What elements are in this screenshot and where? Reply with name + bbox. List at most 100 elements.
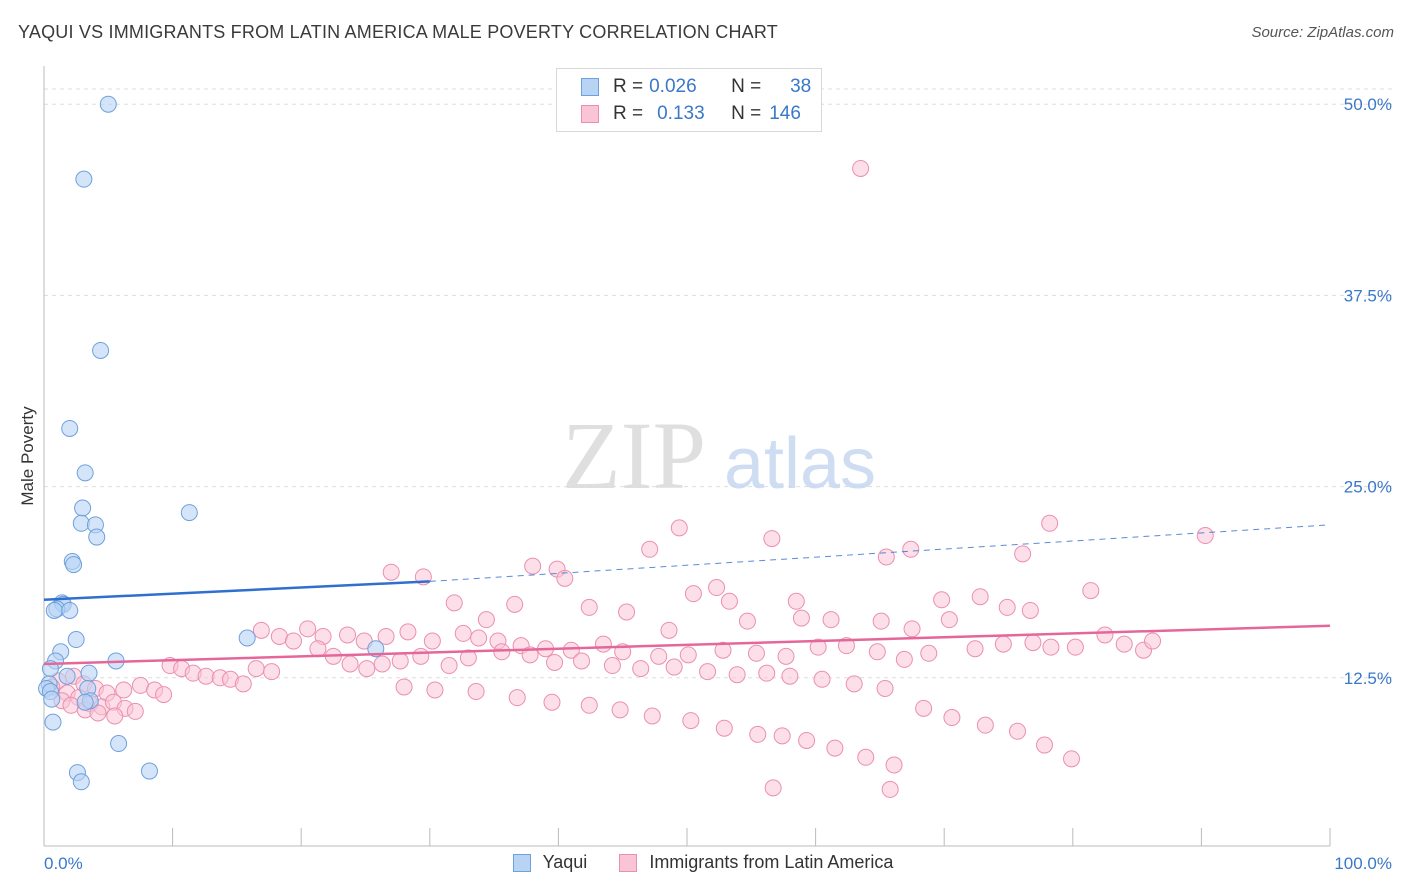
immigrants-point xyxy=(940,611,958,629)
yaqui-point xyxy=(74,499,92,517)
immigrants-point xyxy=(252,621,270,639)
legend-item-immigrants: Immigrants from Latin America xyxy=(619,852,893,873)
yaqui-point xyxy=(61,601,79,619)
legend-r-value: 0.133 xyxy=(657,103,705,124)
legend-r-label: R = xyxy=(613,76,644,97)
immigrants-point xyxy=(933,591,951,609)
immigrants-point xyxy=(131,676,149,694)
immigrants-point xyxy=(467,683,485,701)
immigrants-point xyxy=(798,731,816,749)
legend-row-immigrants: R = 0.133 N = 146 xyxy=(581,101,811,127)
legend-swatch-immigrants xyxy=(619,853,638,872)
yaqui-point xyxy=(45,601,63,619)
immigrants-point xyxy=(106,707,124,725)
immigrants-point xyxy=(943,709,961,727)
trend-lines xyxy=(43,524,1331,666)
immigrants-point xyxy=(1066,638,1084,656)
yaqui-point xyxy=(92,341,110,359)
immigrants-point xyxy=(1082,582,1100,600)
immigrants-point xyxy=(338,626,356,644)
immigrants-point xyxy=(715,719,733,737)
legend-swatch-yaqui xyxy=(581,78,599,96)
immigrants-point xyxy=(126,702,144,720)
immigrants-point xyxy=(197,667,215,685)
immigrants-point xyxy=(508,689,526,707)
yaqui-point xyxy=(110,735,128,753)
y-tick-label: 12.5% xyxy=(1344,669,1392,688)
immigrants-point xyxy=(1021,601,1039,619)
yaqui-point xyxy=(72,773,90,791)
yaqui-point xyxy=(61,419,79,437)
legend-n-label: N = xyxy=(731,76,762,97)
stats-legend: R = 0.026 N = 38 R = 0.133 N = 146 xyxy=(556,68,822,132)
immigrants-point xyxy=(845,675,863,693)
yaqui-trend-extension xyxy=(429,524,1331,582)
immigrants-point xyxy=(792,609,810,627)
immigrants-point xyxy=(524,557,542,575)
watermark: ZIP atlas xyxy=(562,402,876,509)
immigrants-point xyxy=(580,696,598,714)
yaqui-point xyxy=(180,504,198,522)
immigrants-point xyxy=(309,640,327,658)
immigrants-point xyxy=(1014,545,1032,563)
immigrants-point xyxy=(440,657,458,675)
x-tick-label: 0.0% xyxy=(44,854,83,873)
immigrants-point xyxy=(665,658,683,676)
immigrants-point xyxy=(660,621,678,639)
immigrants-point xyxy=(877,548,895,566)
immigrants-point xyxy=(546,653,564,671)
watermark-zip: ZIP xyxy=(562,402,706,509)
immigrants-point xyxy=(611,701,629,719)
legend-n-value: 38 xyxy=(790,76,812,97)
immigrants-point xyxy=(454,624,472,642)
yaqui-point xyxy=(367,640,385,658)
immigrants-point xyxy=(976,716,994,734)
immigrants-point xyxy=(412,647,430,665)
immigrants-point xyxy=(758,664,776,682)
immigrants-point xyxy=(650,647,668,665)
immigrants-point xyxy=(594,635,612,653)
yaqui-point xyxy=(43,690,61,708)
immigrants-point xyxy=(895,650,913,668)
immigrants-point xyxy=(781,667,799,685)
axes xyxy=(43,66,1331,847)
immigrants-point xyxy=(399,623,417,641)
yaqui-point xyxy=(72,514,90,532)
immigrants-point xyxy=(872,612,890,630)
immigrants-point xyxy=(679,646,697,664)
legend-swatch-yaqui xyxy=(512,853,531,872)
legend-n-label: N = xyxy=(731,103,762,124)
immigrants-point xyxy=(881,780,899,798)
immigrants-point xyxy=(915,699,933,717)
yaqui-point xyxy=(44,713,62,731)
immigrants-point xyxy=(1041,514,1059,532)
immigrants-point xyxy=(1196,527,1214,545)
immigrants-point xyxy=(837,637,855,655)
immigrants-trend-line xyxy=(43,624,1331,666)
legend-swatch-immigrants xyxy=(581,105,599,123)
y-tick-label: 25.0% xyxy=(1344,478,1392,497)
y-tick-label: 37.5% xyxy=(1344,286,1392,305)
immigrants-point xyxy=(382,563,400,581)
yaqui-point xyxy=(80,664,98,682)
immigrants-point xyxy=(391,652,409,670)
immigrants-point xyxy=(777,647,795,665)
immigrants-point xyxy=(747,644,765,662)
immigrants-point xyxy=(477,611,495,629)
series-legend: Yaqui Immigrants from Latin America xyxy=(0,852,1406,873)
yaqui-point xyxy=(76,693,94,711)
immigrants-point xyxy=(573,652,591,670)
immigrants-point xyxy=(787,592,805,610)
immigrants-point xyxy=(641,540,659,558)
immigrants-point xyxy=(341,655,359,673)
immigrants-point xyxy=(247,660,265,678)
yaqui-point xyxy=(88,528,106,546)
immigrants-point xyxy=(699,663,717,681)
immigrants-point xyxy=(773,727,791,745)
yaqui-point xyxy=(65,556,83,574)
immigrants-point xyxy=(270,627,288,645)
legend-n-value: 146 xyxy=(769,103,801,124)
immigrants-point xyxy=(720,592,738,610)
immigrants-point xyxy=(971,588,989,606)
